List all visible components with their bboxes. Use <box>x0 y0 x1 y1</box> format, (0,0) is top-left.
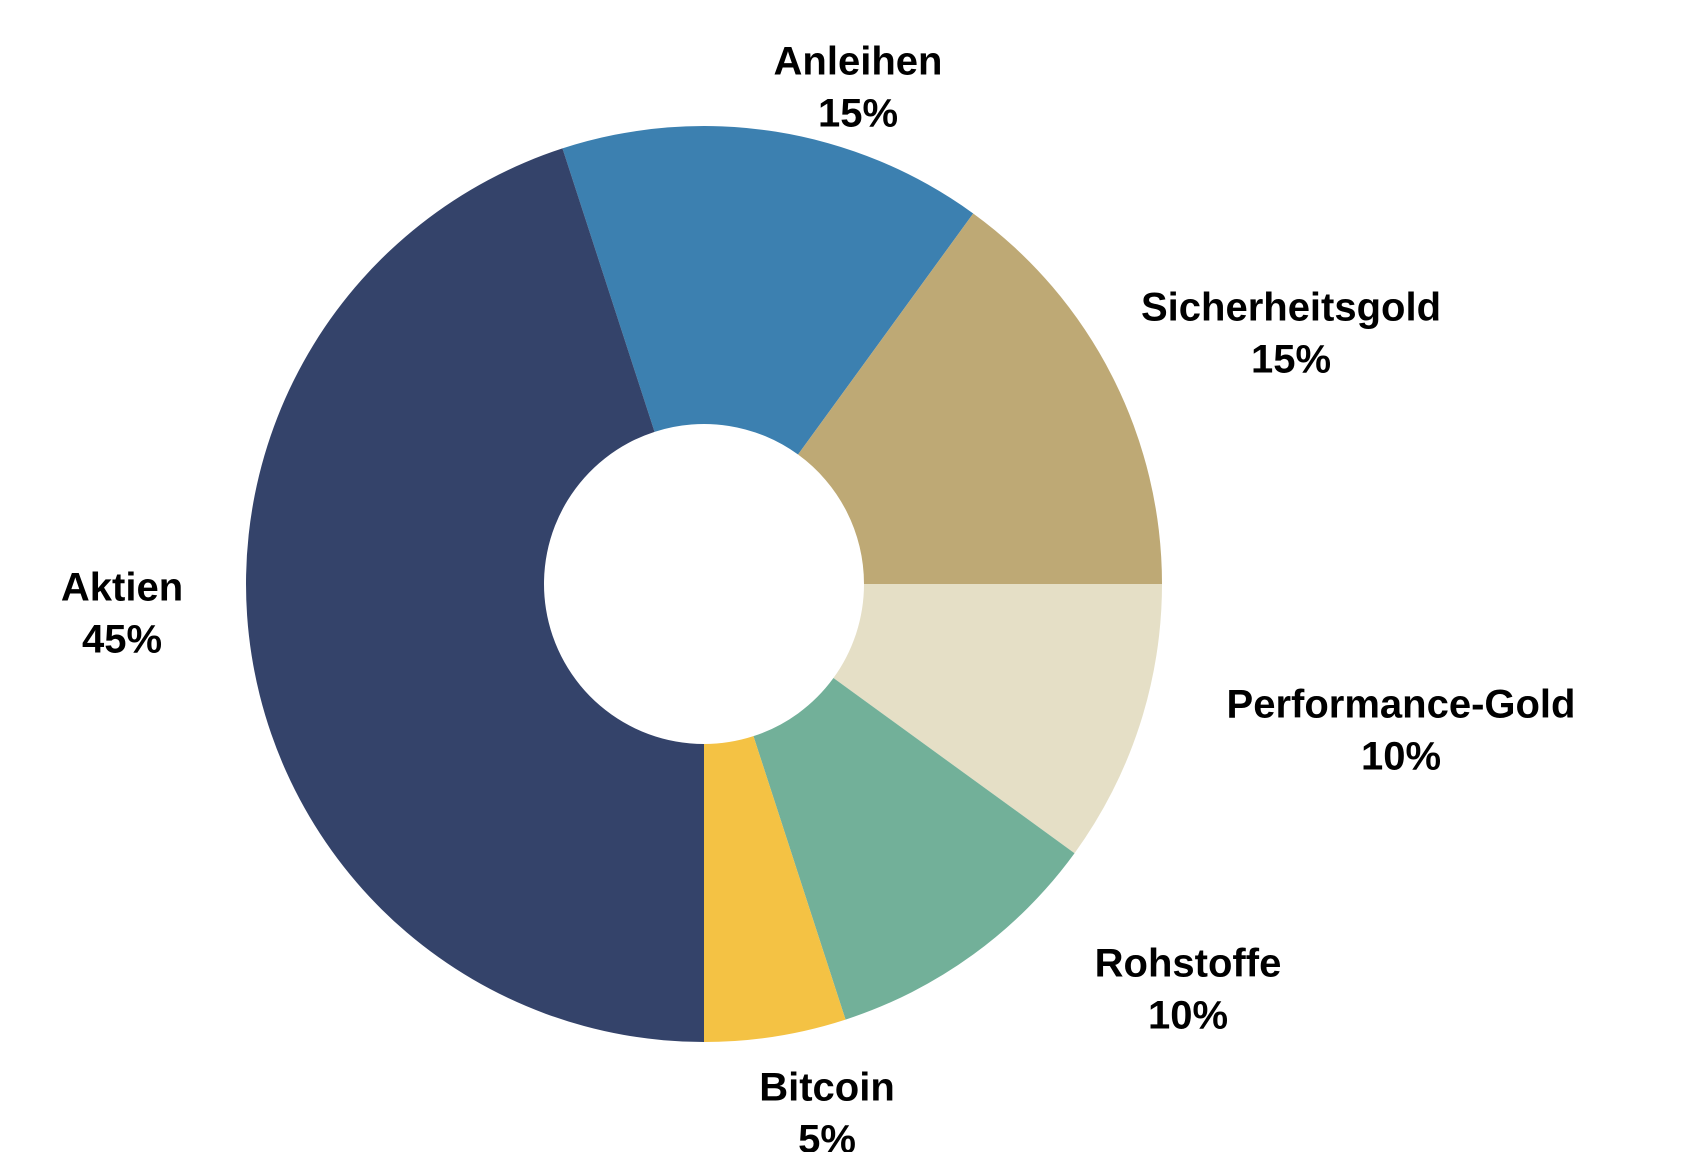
slice-value-performance-gold: 10% <box>1361 735 1441 779</box>
slice-label-aktien: Aktien <box>61 566 183 610</box>
slice-aktien <box>246 148 705 1043</box>
slice-value-bitcoin: 5% <box>798 1118 856 1152</box>
slice-value-sicherheitsgold: 15% <box>1251 338 1331 382</box>
slice-value-aktien: 45% <box>82 618 162 662</box>
slice-performance-gold <box>833 584 1162 854</box>
slice-label-performance-gold: Performance-Gold <box>1227 683 1576 727</box>
slice-rohstoffe <box>753 678 1075 1020</box>
slice-label-anleihen: Anleihen <box>774 40 943 84</box>
slice-value-rohstoffe: 10% <box>1148 994 1228 1038</box>
slice-sicherheitsgold <box>798 213 1162 584</box>
slice-label-sicherheitsgold: Sicherheitsgold <box>1141 286 1441 330</box>
slice-value-anleihen: 15% <box>818 92 898 136</box>
slice-bitcoin <box>704 736 846 1042</box>
slice-label-bitcoin: Bitcoin <box>759 1066 895 1110</box>
labels-layer: Anleihen 15% Sicherheitsgold 15% Performance… <box>61 40 1576 1157</box>
slice-anleihen <box>562 126 974 455</box>
slices-layer <box>246 126 1162 1043</box>
slice-label-rohstoffe: Rohstoffe <box>1095 942 1282 986</box>
